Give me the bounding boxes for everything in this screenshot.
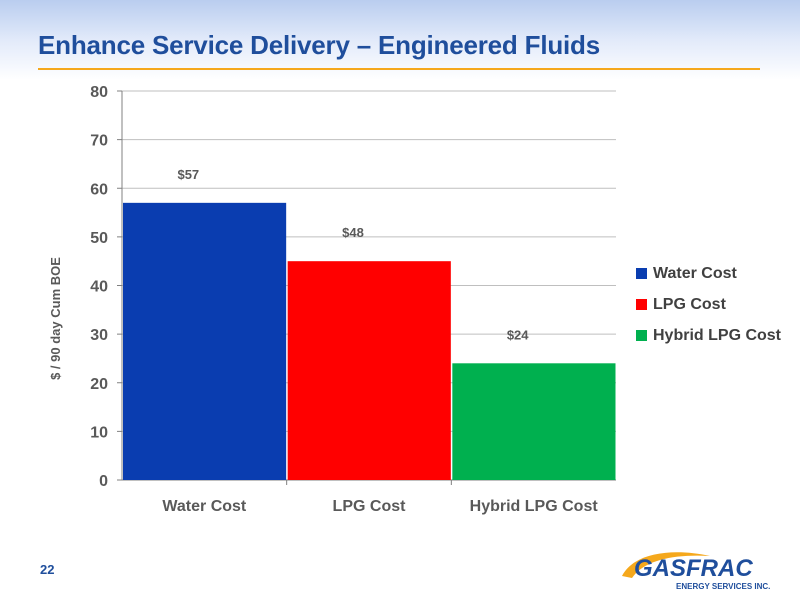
y-tick-label: 20: [90, 376, 108, 393]
page-number: 22: [40, 562, 55, 577]
y-tick-label: 30: [90, 327, 108, 344]
legend-item-hybrid-lpg-cost: Hybrid LPG Cost: [636, 320, 781, 351]
data-label: $57: [177, 167, 199, 182]
logo-subtext: ENERGY SERVICES INC.: [676, 582, 770, 591]
y-tick-label: 0: [99, 473, 108, 490]
y-tick-label: 40: [90, 279, 108, 296]
title-divider: [38, 68, 760, 70]
gasfrac-logo: GASFRAC ENERGY SERVICES INC.: [622, 552, 770, 591]
legend-swatch-hybrid-lpg-cost: [636, 330, 647, 341]
x-tick-label: Water Cost: [162, 498, 247, 515]
legend-label-water-cost: Water Cost: [653, 264, 737, 282]
slide-title: Enhance Service Delivery – Engineered Fl…: [38, 30, 600, 60]
bar-hybrid-lpg-cost: [452, 363, 616, 480]
legend-swatch-water-cost: [636, 268, 647, 279]
legend-label-hybrid-lpg-cost: Hybrid LPG Cost: [653, 326, 782, 344]
data-label: $24: [507, 327, 529, 342]
data-label: $48: [342, 225, 364, 240]
y-tick-label: 60: [90, 181, 108, 198]
logo-swoosh: [622, 552, 710, 578]
bar-water-cost: [123, 202, 287, 480]
legend-item-lpg-cost: LPG Cost: [636, 289, 781, 320]
y-axis-title: $ / 90 day Cum BOE: [48, 257, 63, 380]
y-tick-label: 70: [90, 133, 108, 150]
y-tick-label: 10: [90, 424, 108, 441]
legend-swatch-lpg-cost: [636, 299, 647, 310]
x-tick-label: Hybrid LPG Cost: [470, 498, 599, 515]
x-tick-label: LPG Cost: [333, 498, 407, 515]
y-tick-label: 50: [90, 230, 108, 247]
legend-label-lpg-cost: LPG Cost: [653, 295, 726, 313]
y-tick-label: 80: [90, 84, 108, 101]
chart-legend: Water Cost LPG Cost Hybrid LPG Cost: [636, 258, 781, 351]
logo-wordmark: GASFRAC: [634, 555, 753, 582]
bar-lpg-cost: [287, 261, 451, 480]
legend-item-water-cost: Water Cost: [636, 258, 781, 289]
